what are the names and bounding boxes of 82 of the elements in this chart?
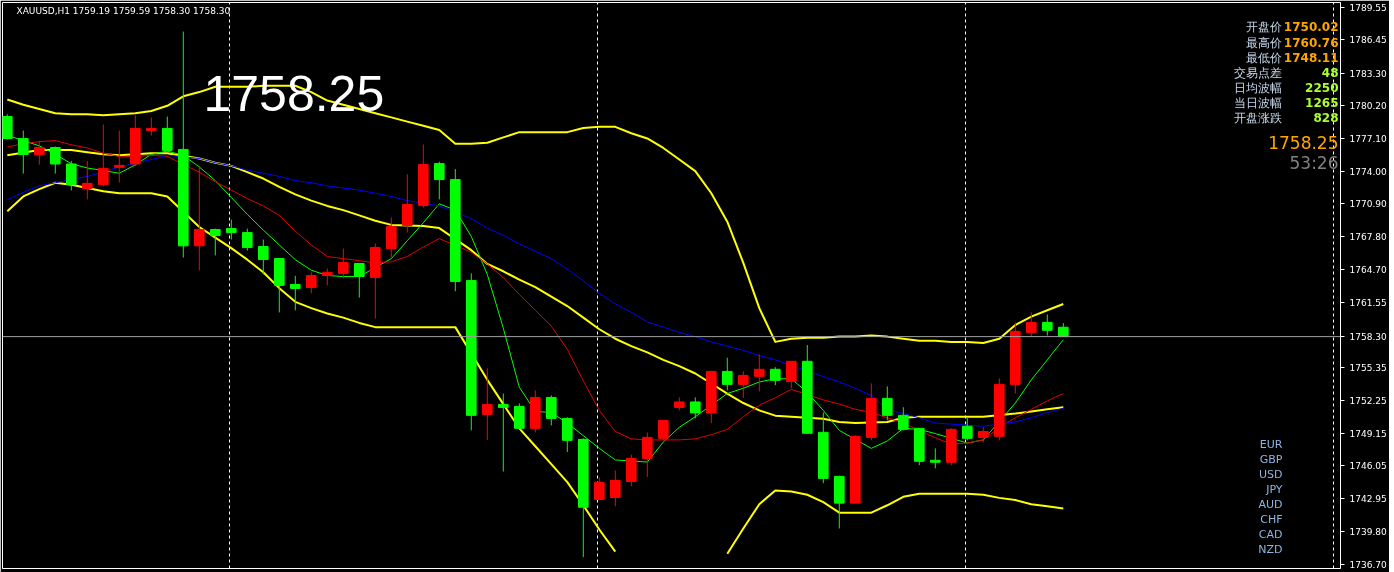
candlestick bbox=[546, 394, 557, 426]
y-tick-label: 1783.30 bbox=[1349, 68, 1387, 79]
candlestick bbox=[610, 469, 621, 507]
text: 48 bbox=[1321, 66, 1339, 80]
y-tick-label: 1777.10 bbox=[1349, 133, 1387, 144]
candlestick bbox=[354, 262, 365, 299]
candlestick bbox=[290, 275, 301, 311]
candlestick bbox=[194, 165, 205, 271]
text: USD bbox=[1259, 468, 1283, 481]
y-tick-label: 1789.55 bbox=[1349, 2, 1387, 13]
candlestick bbox=[210, 228, 221, 256]
candlestick bbox=[114, 130, 125, 183]
candlestick bbox=[98, 123, 109, 187]
candlestick bbox=[754, 354, 765, 392]
candlestick bbox=[898, 406, 909, 431]
candlestick bbox=[386, 217, 397, 259]
text: 当日波幅 bbox=[1233, 95, 1282, 110]
candlestick bbox=[434, 161, 445, 200]
candlestick bbox=[562, 416, 573, 453]
text: 1760.76 bbox=[1283, 36, 1339, 50]
candlestick bbox=[722, 357, 733, 391]
candlestick bbox=[690, 396, 701, 419]
candlestick bbox=[66, 160, 77, 191]
candlestick bbox=[82, 160, 93, 200]
text: 828 bbox=[1313, 111, 1339, 125]
y-tick-label: 1774.00 bbox=[1349, 166, 1387, 177]
text: 开盘价 bbox=[1245, 19, 1282, 34]
y-tick-label: 1761.55 bbox=[1349, 297, 1387, 308]
text: 1265 bbox=[1305, 96, 1339, 110]
candlestick bbox=[1042, 313, 1053, 337]
y-tick-label: 1752.25 bbox=[1349, 395, 1387, 406]
text: 1748.11 bbox=[1283, 51, 1339, 65]
candlestick bbox=[498, 393, 509, 473]
candlestick bbox=[786, 360, 797, 389]
text: AUD bbox=[1258, 498, 1283, 511]
y-tick-label: 1764.70 bbox=[1349, 264, 1387, 275]
y-tick-label: 1786.45 bbox=[1349, 35, 1387, 46]
text: 最低价 bbox=[1245, 50, 1282, 65]
candlestick bbox=[258, 239, 269, 275]
text: 日均波幅 bbox=[1233, 80, 1282, 95]
candlestick bbox=[514, 402, 525, 429]
y-tick-label: 1755.35 bbox=[1349, 363, 1387, 374]
candlestick bbox=[146, 116, 157, 137]
text: EUR bbox=[1259, 438, 1283, 451]
y-tick-label: 1770.90 bbox=[1349, 199, 1387, 210]
candlestick bbox=[882, 385, 893, 421]
y-tick-label: 1739.80 bbox=[1349, 527, 1387, 538]
text: CHF bbox=[1260, 513, 1283, 526]
text: 53:26 bbox=[1289, 152, 1339, 173]
candlestick bbox=[50, 145, 61, 175]
text: JPY bbox=[1265, 483, 1283, 496]
candlestick bbox=[658, 419, 669, 441]
text: NZD bbox=[1258, 543, 1283, 556]
y-tick-label: 1746.05 bbox=[1349, 461, 1387, 472]
y-tick-label: 1780.20 bbox=[1349, 101, 1387, 112]
candlestick bbox=[642, 432, 653, 478]
text: 开盘涨跌 bbox=[1233, 110, 1282, 125]
y-tick-label: 1736.70 bbox=[1349, 559, 1387, 570]
candlestick bbox=[930, 447, 941, 469]
text: GBP bbox=[1259, 453, 1283, 466]
candlestick bbox=[226, 219, 237, 241]
candlestick bbox=[242, 228, 253, 252]
y-tick-label: 1767.80 bbox=[1349, 231, 1387, 242]
candlestick bbox=[1026, 311, 1037, 338]
text: 1750.02 bbox=[1283, 20, 1339, 34]
chart-title: XAUUSD,H1 1759.19 1759.59 1758.30 1758.30 bbox=[16, 5, 231, 16]
candlestick bbox=[738, 370, 749, 399]
y-tick-label: 1742.95 bbox=[1349, 493, 1387, 504]
y-tick-label: 1749.15 bbox=[1349, 428, 1387, 439]
candlestick bbox=[482, 367, 493, 441]
text: 1758.25 bbox=[1268, 133, 1339, 153]
text: 交易点差 bbox=[1233, 65, 1282, 80]
text: CAD bbox=[1258, 528, 1283, 541]
candlestick bbox=[338, 248, 349, 279]
candlestick bbox=[34, 140, 45, 166]
candlestick bbox=[306, 271, 317, 294]
candlestick bbox=[402, 173, 413, 234]
candlestick bbox=[626, 454, 637, 487]
text: 最高价 bbox=[1245, 35, 1282, 50]
candlestick bbox=[962, 416, 973, 441]
ref-line-label: 1758.30 bbox=[1349, 332, 1387, 343]
text: 2250 bbox=[1305, 81, 1339, 95]
